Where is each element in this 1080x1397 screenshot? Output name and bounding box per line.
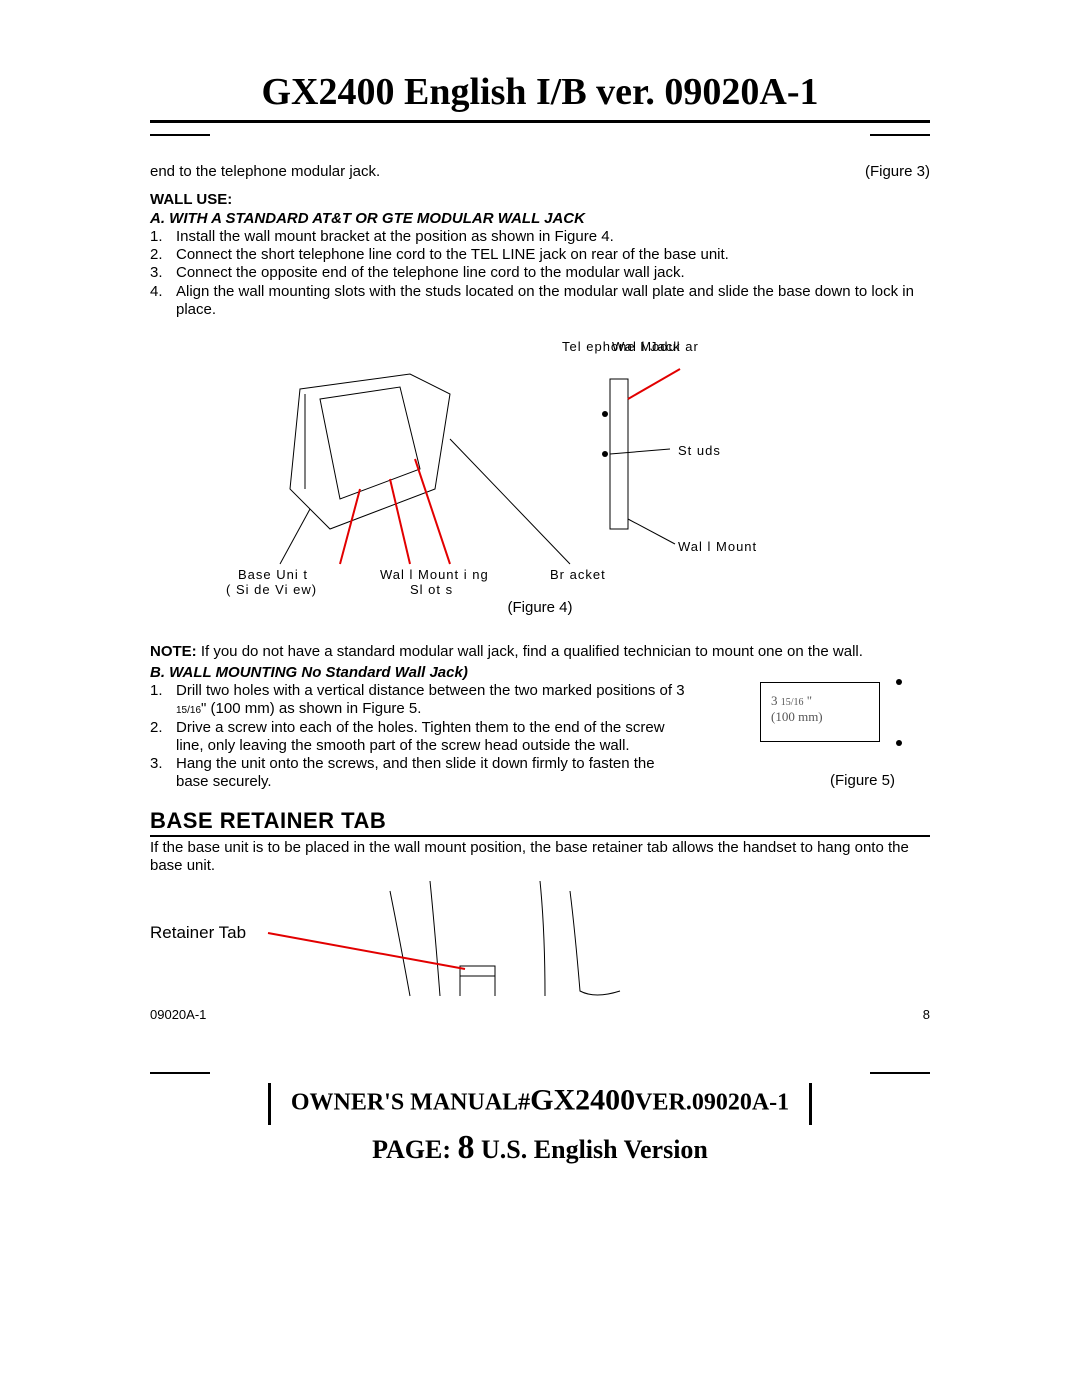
footer-owners-manual: OWNER'S MANUAL# — [291, 1090, 530, 1116]
figure-4: Tel ephone Modul ar Wal l Jack St uds Wa… — [150, 339, 930, 639]
step-b-1: Drill two holes with a vertical distance… — [176, 682, 690, 719]
step-a-4: Align the wall mounting slots with the s… — [176, 283, 930, 320]
footer-model: GX2400 — [530, 1084, 635, 1117]
note-text: If you do not have a standard modular wa… — [197, 643, 863, 660]
body-content: end to the telephone modular jack. (Figu… — [150, 163, 930, 1023]
manual-page: GX2400 English I/B ver. 09020A-1 end to … — [0, 0, 1080, 1397]
continuation-text: end to the telephone modular jack. — [150, 163, 380, 180]
footer-line-2: PAGE: 8 U.S. English Version — [150, 1129, 930, 1167]
footer-code: 09020A-1 — [150, 1007, 206, 1023]
figure-4-caption: (Figure 4) — [150, 599, 930, 617]
section-a-heading: A. WITH A STANDARD AT&T OR GTE MODULAR W… — [150, 210, 930, 228]
page-footer-row: 09020A-1 8 — [150, 1007, 930, 1023]
note-paragraph: NOTE: If you do not have a standard modu… — [150, 643, 930, 661]
fig4-label-base2: ( Si de Vi ew) — [226, 582, 317, 598]
figure-5-dim1: 3 15/16 " — [771, 693, 812, 708]
crop-mark — [150, 134, 210, 136]
wall-use-heading: WALL USE: — [150, 191, 930, 209]
figure-5-caption: (Figure 5) — [830, 772, 895, 790]
step-a-3: Connect the opposite end of the telephon… — [176, 264, 930, 282]
step-a-2: Connect the short telephone line cord to… — [176, 246, 930, 264]
figure-5-box: 3 15/16 " (100 mm) — [760, 682, 880, 742]
fig4-label-bracket: Br acket — [550, 567, 606, 583]
step-a-1: Install the wall mount bracket at the po… — [176, 228, 930, 246]
step-b-2: Drive a screw into each of the holes. Ti… — [176, 719, 690, 756]
footer-page-label: PAGE: — [372, 1135, 457, 1164]
note-label: NOTE: — [150, 643, 197, 660]
figure-5-dot — [896, 679, 902, 685]
section-a-steps: 1.Install the wall mount bracket at the … — [150, 228, 930, 319]
figure-5: 3 15/16 " (100 mm) (Figure 5) — [740, 682, 930, 792]
document-footer: OWNER'S MANUAL#GX2400VER.09020A-1 PAGE: … — [150, 1083, 930, 1167]
retainer-figure: Retainer Tab — [150, 881, 930, 1001]
figure-5-dim2: (100 mm) — [771, 709, 823, 724]
footer-page-number: 8 — [923, 1007, 930, 1023]
footer-language: U.S. English Version — [475, 1135, 708, 1164]
section-b-block: 1.Drill two holes with a vertical distan… — [150, 682, 930, 792]
base-retainer-heading: BASE RETAINER TAB — [150, 808, 930, 837]
fig4-label-studs: St uds — [678, 443, 721, 459]
fig4-label-slots2: Sl ot s — [410, 582, 453, 598]
footer-line-1: OWNER'S MANUAL#GX2400VER.09020A-1 — [150, 1083, 930, 1125]
crop-mark — [150, 1072, 210, 1074]
fig4-label-slots1: Wal l Mount i ng — [380, 567, 489, 583]
retainer-svg — [150, 881, 930, 1001]
step-b-3: Hang the unit onto the screws, and then … — [176, 755, 690, 792]
fig4-label-wallmount: Wal l Mount — [678, 539, 757, 555]
crop-mark — [870, 1072, 930, 1074]
footer-bar-icon — [809, 1083, 812, 1125]
section-b-steps: 1.Drill two holes with a vertical distan… — [150, 682, 690, 792]
footer-bar-icon — [268, 1083, 271, 1125]
base-retainer-text: If the base unit is to be placed in the … — [150, 839, 930, 876]
figure-5-dot — [896, 740, 902, 746]
figure-ref-3: (Figure 3) — [865, 163, 930, 181]
page-title: GX2400 English I/B ver. 09020A-1 — [150, 70, 930, 123]
fig4-label-walljack: Wal l Jack — [612, 339, 681, 355]
section-b-heading: B. WALL MOUNTING No Standard Wall Jack) — [150, 664, 930, 682]
footer-page-big: 8 — [458, 1129, 475, 1166]
footer-version: VER.09020A-1 — [635, 1090, 789, 1116]
crop-mark — [870, 134, 930, 136]
retainer-tab-label: Retainer Tab — [150, 923, 246, 944]
fig4-label-base1: Base Uni t — [238, 567, 308, 583]
